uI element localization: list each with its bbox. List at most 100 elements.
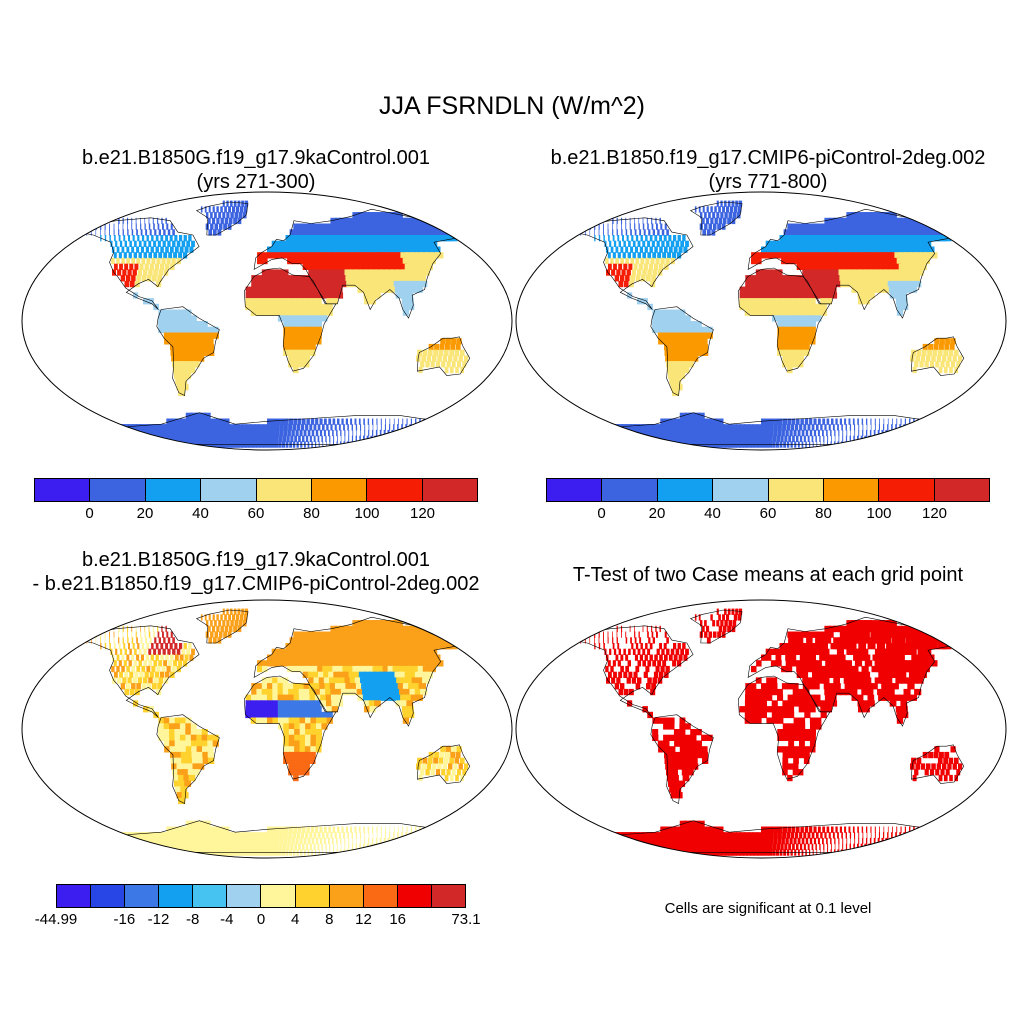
grid-cell: [926, 763, 931, 770]
grid-cell: [896, 229, 906, 236]
grid-cell: [292, 832, 297, 839]
grid-cell: [625, 275, 630, 282]
grid-cell: [309, 832, 313, 839]
grid-cell: [237, 608, 241, 615]
grid-cell: [345, 826, 348, 833]
grid-cell: [745, 435, 751, 442]
grid-cell: [687, 361, 694, 368]
grid-cell: [407, 303, 415, 311]
grid-cell: [119, 441, 133, 448]
grid-cell: [129, 688, 135, 696]
grid-cell: [423, 625, 434, 633]
grid-cell: [761, 275, 767, 282]
grid-cell: [752, 429, 758, 437]
grid-cell: [706, 734, 713, 741]
grid-cell: [220, 435, 227, 442]
grid-cell: [427, 625, 439, 633]
grid-cell: [140, 654, 144, 661]
grid-cell: [640, 435, 651, 442]
grid-cell: [93, 832, 105, 839]
grid-cell: [358, 631, 367, 638]
grid-cell: [92, 429, 105, 437]
grid-cell: [766, 303, 773, 311]
grid-cell: [739, 292, 746, 299]
grid-cell: [673, 729, 680, 736]
grid-cell: [690, 326, 697, 333]
grid-cell: [448, 763, 453, 770]
grid-cell: [214, 631, 218, 638]
grid-cell: [323, 418, 327, 425]
grid-cell: [337, 826, 340, 833]
grid-cell: [954, 757, 959, 764]
grid-cell: [782, 424, 786, 431]
grid-cell: [406, 826, 408, 833]
grid-cell: [136, 654, 140, 661]
grid-cell: [460, 366, 464, 374]
grid-cell: [403, 435, 408, 442]
grid-cell: [755, 706, 762, 713]
grid-cell: [171, 355, 178, 362]
grid-cell: [788, 734, 795, 741]
grid-cell: [288, 751, 295, 759]
grid-cell: [148, 252, 152, 259]
grid-cell: [196, 343, 204, 351]
grid-cell: [212, 614, 215, 621]
grid-cell: [418, 648, 428, 655]
grid-cell: [809, 826, 813, 833]
grid-cell: [334, 275, 342, 282]
grid-cell: [911, 757, 916, 764]
grid-cell: [714, 424, 721, 431]
grid-cell: [690, 729, 697, 736]
grid-cell: [113, 223, 115, 230]
grid-cell: [187, 769, 195, 776]
grid-cell: [657, 332, 665, 339]
grid-cell: [237, 424, 244, 431]
grid-cell: [397, 654, 406, 661]
grid-cell: [126, 441, 140, 448]
grid-cell: [145, 441, 157, 448]
grid-cell: [885, 429, 888, 437]
grid-cell: [765, 246, 772, 253]
grid-cell: [727, 200, 731, 207]
grid-cell: [586, 837, 599, 845]
grid-cell: [362, 688, 369, 696]
grid-cell: [446, 631, 457, 638]
grid-cell: [201, 429, 210, 437]
grid-cell: [837, 637, 845, 644]
grid-cell: [812, 235, 819, 242]
grid-cell: [879, 660, 888, 667]
grid-cell: [283, 343, 290, 351]
grid-cell: [322, 257, 329, 265]
grid-cell: [387, 683, 395, 690]
grid-cell: [196, 321, 203, 328]
grid-cell: [718, 625, 723, 633]
grid-cell: [293, 826, 298, 833]
grid-cell: [323, 826, 327, 833]
grid-cell: [765, 424, 770, 431]
grid-cell: [413, 832, 416, 839]
grid-cell: [404, 688, 412, 696]
grid-cell: [356, 429, 357, 437]
grid-cell: [371, 648, 380, 655]
grid-cell: [173, 660, 178, 667]
grid-cell: [874, 620, 885, 627]
grid-cell: [382, 235, 392, 242]
grid-cell: [682, 774, 690, 782]
grid-cell: [283, 349, 289, 356]
grid-cell: [325, 286, 332, 293]
grid-cell: [568, 418, 580, 425]
grid-cell: [621, 229, 623, 236]
grid-cell: [117, 269, 122, 276]
grid-cell: [646, 625, 648, 633]
grid-cell: [668, 723, 675, 730]
grid-cell: [372, 688, 380, 696]
grid-cell: [704, 631, 708, 638]
grid-cell: [212, 625, 216, 633]
grid-cell: [250, 711, 257, 719]
grid-cell: [879, 418, 880, 425]
grid-cell: [297, 665, 304, 673]
grid-cell: [782, 326, 789, 333]
grid-cell: [822, 263, 829, 270]
grid-cell: [788, 711, 795, 719]
grid-cell: [341, 826, 344, 833]
